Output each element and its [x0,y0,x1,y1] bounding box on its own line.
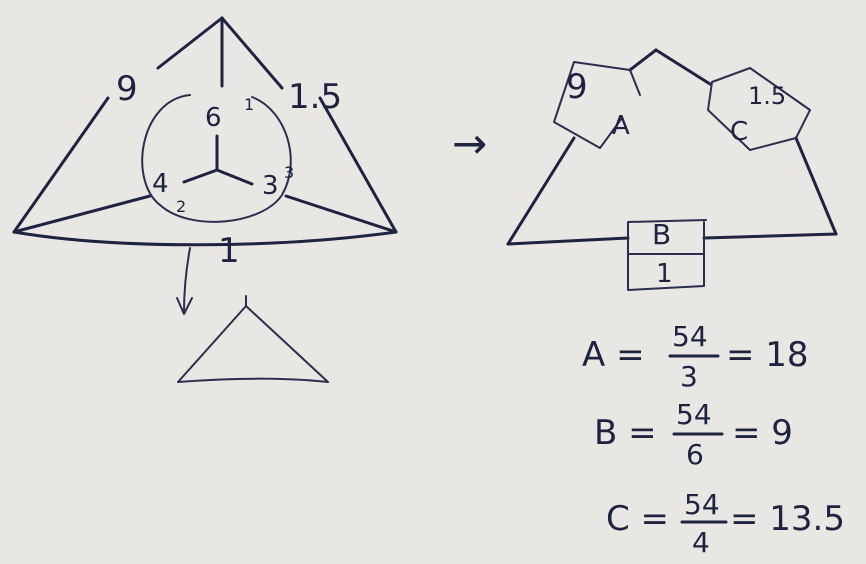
right-right-edge [794,136,838,236]
right-network: 9 A 1.5 C B 1 [506,48,838,291]
down-arrow-shaft [183,247,191,313]
node-label-1: 1 [244,95,254,114]
branch-box-15C [707,67,811,151]
equations: A = 54 3 = 18 B = 54 6 = 9 C = 54 4 = 13… [582,320,845,559]
outer-label-9: 9 [116,69,138,109]
eq-a-denominator: 3 [680,360,698,393]
outer-label-1: 1 [218,231,240,271]
branch-label-B: B [652,218,671,251]
branch-label-9: 9 [566,67,588,107]
right-base-left [506,236,630,246]
star-arm-left [182,168,219,184]
branch-box-9A [553,61,641,149]
node-label-3: 3 [284,163,294,182]
eq-b-numerator: 54 [676,398,712,431]
star-label-6: 6 [205,103,222,133]
inner-right-edge [284,194,398,234]
outer-triangle-left-edge [12,96,110,234]
star-label-3: 3 [262,171,279,201]
left-network: 9 1.5 1 6 4 3 1 2 3 [12,16,398,383]
eq-b-denominator: 6 [686,438,704,471]
star-label-4: 4 [152,169,169,199]
outer-triangle-right-edge [318,96,398,234]
branch-label-1: 1 [656,259,673,289]
star-arm-right [215,168,254,186]
eq-c-numerator: 54 [684,488,720,521]
eq-b-rhs: = 9 [732,413,793,453]
down-arrow-head [176,297,193,315]
right-apex-right [654,48,712,86]
outer-label-1-5: 1.5 [288,77,342,117]
inner-left-edge [12,194,152,234]
branch-label-C: C [730,117,748,147]
branch-box-B1 [627,219,707,291]
right-left-edge [506,136,576,246]
small-triangle [177,295,329,383]
top-branch-right [220,16,284,90]
eq-b-lhs: B = [594,413,657,453]
node-label-2: 2 [176,197,186,216]
outer-triangle-base [12,230,398,247]
eq-a-numerator: 54 [672,320,708,353]
eq-c-lhs: C = [606,499,669,539]
branch-label-A: A [612,111,630,141]
transform-arrow: → [452,119,487,168]
top-branch-left [156,16,224,70]
eq-c-denominator: 4 [692,526,710,559]
eq-a-rhs: = 18 [726,335,809,375]
branch-label-1-5: 1.5 [748,82,786,110]
star-circle [141,94,292,223]
eq-a-lhs: A = [582,335,645,375]
eq-c-rhs: = 13.5 [730,499,845,539]
right-apex-left [628,48,658,72]
right-base-right [702,232,838,240]
